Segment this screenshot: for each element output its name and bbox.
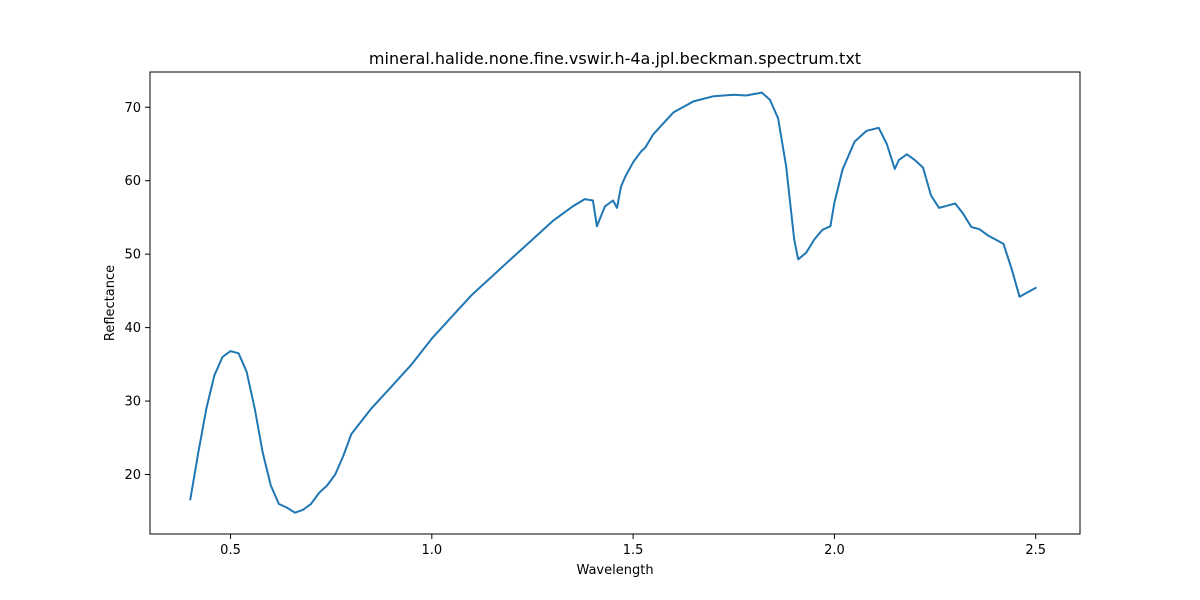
y-tick-label: 60 bbox=[124, 174, 141, 189]
x-axis-title: Wavelength bbox=[576, 563, 653, 578]
y-tick-label: 20 bbox=[124, 468, 141, 483]
x-tick-label: 0.5 bbox=[220, 543, 241, 558]
y-tick-label: 30 bbox=[124, 395, 141, 410]
x-tick-label: 1.5 bbox=[623, 543, 644, 558]
plot-area bbox=[189, 91, 1037, 514]
x-tick-label: 1.0 bbox=[421, 543, 442, 558]
y-axis-title: Reflectance bbox=[103, 265, 118, 341]
x-axis: 0.5 1.0 1.5 2.0 2.5 bbox=[220, 534, 1046, 558]
x-tick-label: 2.0 bbox=[824, 543, 845, 558]
chart-title: mineral.halide.none.fine.vswir.h-4a.jpl.… bbox=[369, 49, 861, 68]
y-axis: 20 30 40 50 60 70 bbox=[124, 101, 150, 483]
y-tick-label: 50 bbox=[124, 248, 141, 263]
axes-frame bbox=[149, 71, 1081, 535]
series-line bbox=[189, 91, 1037, 514]
y-tick-label: 40 bbox=[124, 321, 141, 336]
x-tick-label: 2.5 bbox=[1025, 543, 1046, 558]
y-tick-label: 70 bbox=[124, 101, 141, 116]
